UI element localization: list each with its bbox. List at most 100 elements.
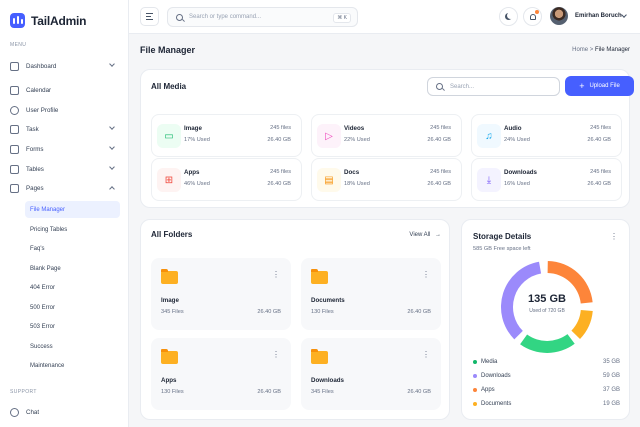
folder-name: Documents — [311, 297, 345, 304]
sidebar-subitem-blank-page[interactable]: Blank Page — [30, 265, 61, 272]
media-tile-downloads[interactable]: ⤓ Downloads 16% Used 245 files 26.40 GB — [471, 158, 622, 201]
sidebar-item-label: User Profile — [26, 106, 59, 114]
legend-value: 19 GB — [602, 401, 620, 407]
sidebar-item-calendar[interactable]: Calendar — [10, 82, 120, 98]
breadcrumb-separator: > — [588, 47, 595, 53]
chevron-down-icon[interactable] — [621, 12, 627, 18]
sidebar-subitem-success[interactable]: Success — [30, 343, 53, 350]
more-options-icon[interactable]: ⋮ — [272, 270, 280, 279]
download-icon: ⤓ — [477, 168, 501, 192]
user-name[interactable]: Emirhan Boruch — [575, 13, 622, 19]
media-tile-used: 22% Used — [344, 137, 370, 143]
sidebar-subitem-maintenance[interactable]: Maintenance — [30, 362, 65, 369]
sidebar-item-label: Dashboard — [26, 62, 57, 70]
media-tile-size: 26.40 GB — [427, 181, 451, 187]
search-placeholder: Search... — [450, 83, 475, 90]
media-tile-image[interactable]: ▭ Image 17% Used 245 files 26.40 GB — [151, 114, 302, 157]
sidebar-subitem-503-error[interactable]: 503 Error — [30, 323, 56, 330]
sidebar-item-forms[interactable]: Forms — [10, 141, 120, 157]
legend-label: Media — [481, 359, 498, 365]
all-folders-card: All Folders View All → ⋮ Image 345 Files… — [140, 219, 450, 420]
keyboard-shortcut-badge: ⌘ K — [333, 13, 351, 23]
folder-icon — [161, 269, 178, 284]
bell-icon — [529, 13, 536, 20]
sidebar-item-tables[interactable]: Tables — [10, 161, 120, 177]
breadcrumb-home[interactable]: Home — [572, 47, 589, 53]
storage-details-title: Storage Details — [473, 232, 532, 241]
upload-file-label: Upload File — [589, 83, 620, 89]
sidebar-subitem-pricing-tables[interactable]: Pricing Tables — [30, 226, 68, 233]
storage-donut-chart — [500, 261, 593, 353]
sidebar-item-task[interactable]: Task — [10, 121, 120, 137]
all-media-card: All Media Search... + Upload File ▭ Imag… — [140, 69, 634, 208]
folder-name: Apps — [161, 377, 177, 384]
media-search-input[interactable]: Search... — [427, 77, 560, 96]
media-tile-docs[interactable]: ▤ Docs 18% Used 245 files 26.40 GB — [311, 158, 462, 201]
chevron-down-icon — [109, 124, 115, 130]
folder-card-image[interactable]: ⋮ Image 345 Files 26.40 GB — [151, 258, 291, 330]
sidebar-subitem-file-manager[interactable]: File Manager — [25, 201, 120, 218]
sidebar-item-chat[interactable]: Chat — [10, 404, 120, 420]
sidebar-item-user-profile[interactable]: User Profile — [10, 102, 120, 118]
table-icon — [10, 164, 19, 174]
folder-size: 26.40 GB — [407, 309, 431, 315]
donut-segment-apps — [547, 261, 593, 304]
more-options-icon[interactable]: ⋮ — [422, 350, 430, 359]
media-tile-apps[interactable]: ⊞ Apps 46% Used 245 files 26.40 GB — [151, 158, 302, 201]
sidebar-toggle-button[interactable] — [140, 7, 159, 26]
folder-size: 26.40 GB — [407, 389, 431, 395]
legend-swatch — [473, 374, 477, 378]
upload-file-button[interactable]: + Upload File — [565, 76, 634, 96]
notification-dot — [535, 10, 539, 14]
grid-icon — [10, 61, 19, 71]
sidebar-item-label: Forms — [26, 145, 44, 153]
legend-value: 35 GB — [602, 359, 620, 365]
forms-icon — [10, 144, 19, 154]
media-tile-used: 16% Used — [504, 181, 530, 187]
logo-icon — [10, 13, 25, 28]
play-icon: ▷ — [317, 124, 341, 148]
more-options-icon[interactable]: ⋮ — [610, 232, 618, 241]
page-title: File Manager — [140, 45, 196, 55]
folder-card-downloads[interactable]: ⋮ Downloads 345 Files 26.40 GB — [301, 338, 441, 410]
chat-icon — [10, 407, 19, 417]
sidebar-item-dashboard[interactable]: Dashboard — [10, 58, 120, 74]
command-search-input[interactable]: Search or type command... ⌘ K — [167, 7, 358, 27]
chevron-down-icon — [109, 144, 115, 150]
view-all-link[interactable]: View All → — [409, 232, 441, 238]
theme-toggle-button[interactable] — [499, 7, 518, 26]
media-tile-audio[interactable]: ♫ Audio 24% Used 245 files 26.40 GB — [471, 114, 622, 157]
folder-file-count: 345 Files — [161, 309, 184, 315]
media-tile-size: 26.40 GB — [427, 137, 451, 143]
sidebar-subitem-404-error[interactable]: 404 Error — [30, 284, 56, 291]
avatar[interactable] — [550, 7, 568, 25]
media-tile-files: 245 files — [270, 125, 291, 131]
chevron-down-icon — [109, 61, 115, 67]
storage-total-used: 135 GB — [528, 293, 566, 305]
media-tile-used: 46% Used — [184, 181, 210, 187]
music-icon: ♫ — [477, 124, 501, 148]
notifications-button[interactable] — [523, 7, 542, 26]
folder-card-documents[interactable]: ⋮ Documents 130 Files 26.40 GB — [301, 258, 441, 330]
menu-section-title: MENU — [10, 42, 27, 48]
folder-name: Image — [161, 297, 179, 304]
support-section-title: SUPPORT — [10, 389, 37, 395]
more-options-icon[interactable]: ⋮ — [422, 270, 430, 279]
storage-free-space: 585 GB Free space left — [473, 246, 531, 252]
folder-icon — [161, 349, 178, 364]
more-options-icon[interactable]: ⋮ — [272, 350, 280, 359]
sidebar-subitem-faqs[interactable]: Faq's — [30, 245, 45, 252]
plus-icon: + — [579, 80, 585, 91]
calendar-icon — [10, 85, 19, 95]
user-icon — [10, 105, 19, 115]
legend-label: Apps — [481, 387, 495, 393]
logo[interactable]: TailAdmin — [10, 13, 87, 28]
folder-size: 26.40 GB — [257, 309, 281, 315]
sidebar-subitem-500-error[interactable]: 500 Error — [30, 304, 56, 311]
media-tile-videos[interactable]: ▷ Videos 22% Used 245 files 26.40 GB — [311, 114, 462, 157]
view-all-label: View All — [409, 232, 431, 238]
folder-card-apps[interactable]: ⋮ Apps 130 Files 26.40 GB — [151, 338, 291, 410]
storage-details-card: Storage Details ⋮ 585 GB Free space left… — [461, 219, 630, 420]
folder-icon: ▭ — [157, 124, 181, 148]
sidebar-item-pages[interactable]: Pages — [10, 180, 120, 196]
